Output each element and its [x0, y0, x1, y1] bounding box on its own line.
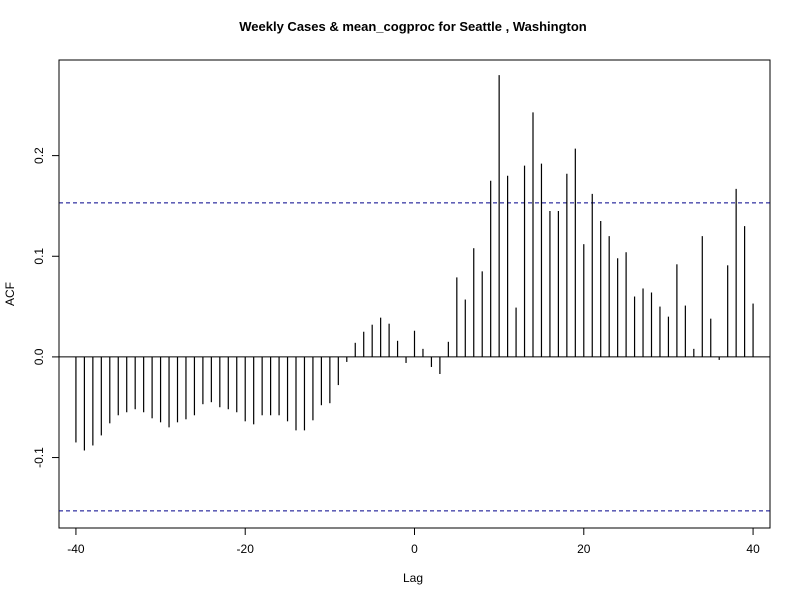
x-tick-label: 40	[746, 542, 760, 556]
x-tick-label: 0	[411, 542, 418, 556]
y-tick-label: 0.1	[32, 248, 46, 265]
y-axis-label: ACF	[3, 282, 17, 306]
x-tick-label: -40	[67, 542, 85, 556]
x-tick-label: 20	[577, 542, 591, 556]
y-tick-label: -0.1	[32, 447, 46, 468]
x-axis-label: Lag	[403, 571, 423, 585]
y-tick-label: 0.2	[32, 147, 46, 164]
x-tick-label: -20	[237, 542, 255, 556]
chart-title: Weekly Cases & mean_cogproc for Seattle …	[239, 19, 587, 34]
plot-frame	[58, 59, 771, 529]
y-tick-label: 0.0	[32, 348, 46, 365]
